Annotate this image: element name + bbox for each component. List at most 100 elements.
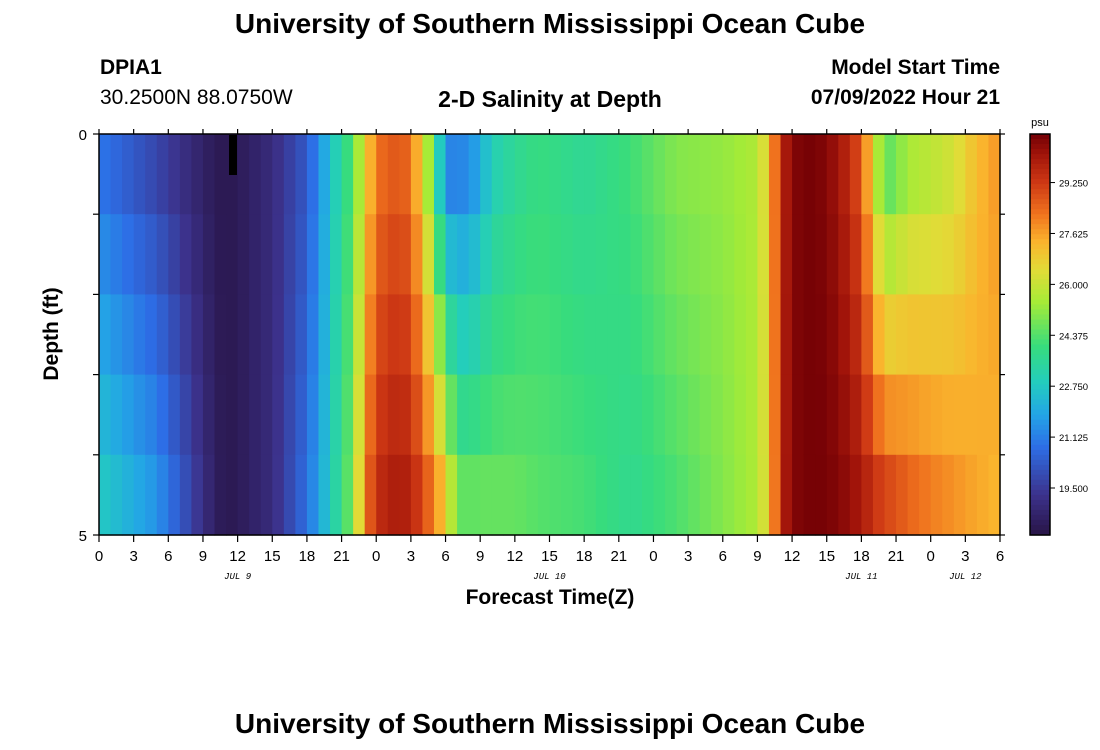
heatmap-cell [549,374,562,456]
heatmap-cell [919,214,932,295]
heatmap-cell [688,454,701,536]
heatmap-cell [803,454,816,536]
heatmap-cell [561,454,574,536]
heatmap-cell [953,294,966,376]
heatmap-cell [965,134,978,215]
colorbar-swatch [1030,489,1050,496]
colorbar-swatch [1030,139,1050,145]
heatmap-cell [953,214,966,295]
heatmap-cell [283,214,296,295]
heatmap-cell [387,454,400,536]
heatmap-cell [595,454,608,536]
heatmap-cell [387,134,400,215]
heatmap-cell [653,214,666,295]
heatmap-cell [410,374,424,456]
colorbar-swatch [1030,154,1050,160]
x-tick-label: 9 [753,548,761,565]
heatmap-cell [376,454,389,536]
heatmap-cell [722,374,735,456]
heatmap-cell [260,374,273,456]
heatmap-cell [202,374,216,456]
x-tick-label: 3 [129,548,137,565]
heatmap-cell [757,454,770,536]
page-title-repeat: University of Southern Mississippi Ocean… [234,708,866,739]
heatmap-cell [99,134,112,215]
heatmap-cell [930,214,943,295]
heatmap-cell [584,134,597,215]
heatmap-cell [237,214,250,295]
colorbar-swatch [1030,454,1050,461]
heatmap-cell [422,454,435,536]
heatmap-cell [976,214,990,295]
heatmap-cell [641,374,655,456]
heatmap-cell [942,374,955,456]
heatmap-cell [711,214,724,295]
heatmap-cell [630,294,643,376]
colorbar-swatch [1030,189,1050,195]
heatmap-cell [988,374,1001,456]
colorbar-swatch [1030,284,1050,290]
heatmap-cell [815,374,828,456]
colorbar-swatch [1030,194,1050,200]
heatmap-cell [872,374,886,456]
heatmap-cell [595,294,608,376]
colorbar-swatch [1030,344,1050,351]
colorbar-swatch [1030,524,1050,531]
heatmap-cell [353,374,366,456]
heatmap-cell [572,294,585,376]
colorbar-swatch [1030,414,1050,421]
heatmap-cell [896,294,909,376]
heatmap-cell [145,214,158,295]
heatmap-cell [838,134,851,215]
heatmap-cell [768,374,782,456]
colorbar-swatch [1030,379,1050,386]
x-tick-label: 15 [541,548,558,565]
heatmap-cell [99,454,112,536]
heatmap-cell [376,134,389,215]
heatmap-cell [838,214,851,295]
heatmap-cell [641,294,655,376]
heatmap-cell [561,374,574,456]
colorbar-swatch [1030,429,1050,436]
heatmap-cell [457,214,470,295]
colorbar-swatch [1030,469,1050,476]
heatmap-cell [757,134,770,215]
heatmap-cell [688,374,701,456]
colorbar-swatch [1030,374,1050,381]
heatmap-cell [503,454,516,536]
heatmap-cell [480,134,493,215]
heatmap-cell [942,214,955,295]
heatmap-cell [618,454,631,536]
heatmap-cell [595,134,608,215]
colorbar-swatch [1030,259,1050,265]
y-axis: 05 [79,127,1005,545]
heatmap-cell [480,454,493,536]
heatmap-cell [133,134,146,215]
heatmap-cell [665,374,678,456]
heatmap-cell [792,294,805,376]
heatmap-cell [272,374,285,456]
heatmap-cell [572,374,585,456]
heatmap-cell [745,374,759,456]
heatmap-cell [306,294,320,376]
colorbar-swatch [1030,354,1050,361]
heatmap-cell [526,214,539,295]
heatmap-cell [399,134,412,215]
heatmap-cell [826,454,839,536]
heatmap-cell [364,294,377,376]
heatmap-cell [514,294,527,376]
x-tick-label: 0 [95,548,103,565]
colorbar-swatch [1030,239,1050,245]
heatmap-cell [318,454,331,536]
heatmap-cell [249,294,262,376]
heatmap-cell [179,454,193,536]
heatmap-cell [226,374,239,456]
heatmap-cell [422,214,435,295]
heatmap-cell [387,294,400,376]
colorbar-swatch [1030,164,1050,170]
heatmap-cell [653,454,666,536]
heatmap-cell [433,214,447,295]
heatmap-cell [341,374,354,456]
heatmap-cell [676,294,689,376]
model-start-label: Model Start Time [831,56,1000,79]
